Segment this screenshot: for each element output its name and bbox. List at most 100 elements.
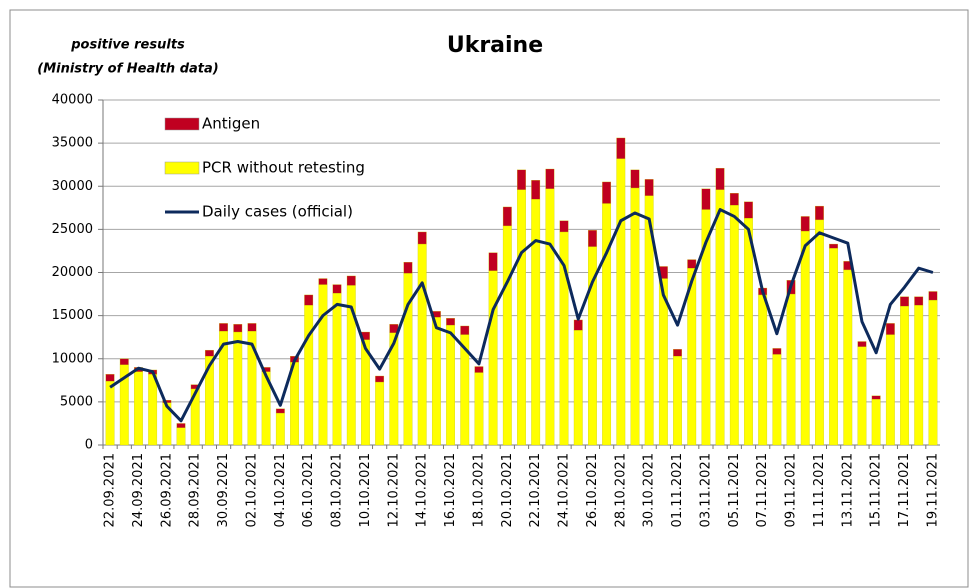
y-tick-label: 30000 (52, 179, 93, 194)
bar-segment (843, 269, 853, 446)
bar-segment (800, 230, 810, 446)
bar-segment (588, 230, 597, 247)
legend-swatch (164, 117, 200, 131)
bar-segment (885, 323, 895, 335)
y-tick-label: 35000 (52, 136, 93, 151)
bar-segment (871, 399, 881, 446)
bar-segment (318, 284, 328, 446)
bar-segment (176, 423, 186, 428)
bar-segment (772, 348, 782, 355)
x-tick-label: 14.10.2021 (415, 453, 430, 527)
x-tick-label: 30.09.2021 (216, 453, 231, 527)
bar-segment (531, 199, 541, 446)
x-tick-label: 24.09.2021 (131, 453, 146, 527)
bar-segment (701, 188, 711, 210)
bar-segment (304, 305, 314, 446)
bar-segment (715, 167, 725, 190)
y-tick-label: 0 (85, 438, 93, 453)
bar-segment (474, 372, 484, 446)
bar-segment (204, 349, 214, 357)
bar-segment (517, 189, 526, 446)
bar-segment (800, 216, 810, 232)
bar-segment (772, 354, 782, 446)
bar-segment (729, 192, 739, 206)
bar-segment (914, 305, 924, 446)
x-tick-label: 16.10.2021 (443, 453, 458, 527)
bar-segment (318, 278, 328, 285)
bar-segment (446, 318, 455, 326)
x-tick-label: 28.09.2021 (188, 453, 203, 527)
x-tick-label: 26.09.2021 (159, 453, 174, 527)
chart-title: Ukraine (447, 33, 543, 58)
legend-label: Daily cases (official) (202, 203, 353, 221)
bar-segment (502, 206, 512, 227)
x-tick-label: 07.11.2021 (755, 453, 770, 527)
x-tick-label: 22.09.2021 (103, 453, 118, 527)
bar-segment (375, 381, 385, 446)
x-tick-label: 19.11.2021 (925, 453, 940, 527)
bar-segment (573, 330, 583, 446)
bar-segment (502, 225, 512, 446)
x-tick-label: 04.10.2021 (273, 453, 288, 527)
bar-segment (871, 395, 881, 400)
bar-segment (815, 219, 824, 446)
bar-segment (119, 358, 129, 365)
bar-segment (304, 294, 314, 306)
bar-segment (900, 296, 909, 307)
bar-segment (644, 179, 654, 196)
bar-segment (758, 294, 768, 446)
y-tick-label: 10000 (52, 351, 93, 366)
bar-segment (673, 356, 682, 446)
x-tick-label: 26.10.2021 (585, 453, 600, 527)
x-tick-label: 01.11.2021 (670, 453, 685, 527)
bar-segment (375, 375, 385, 383)
x-tick-label: 18.10.2021 (471, 453, 486, 527)
x-tick-label: 10.10.2021 (358, 453, 373, 527)
bar-segment (517, 169, 526, 190)
x-tick-label: 03.11.2021 (698, 453, 713, 527)
y-tick-label: 25000 (52, 222, 93, 237)
bar-segment (715, 189, 725, 446)
bar-segment (545, 168, 555, 189)
bar-segment (176, 427, 186, 446)
bar-segment (233, 324, 243, 333)
bar-segment (829, 248, 839, 446)
bar-segment (602, 181, 612, 204)
x-tick-label: 06.10.2021 (301, 453, 316, 527)
bar-segment (134, 371, 143, 446)
bar-segment (460, 325, 470, 335)
bar-segment (148, 374, 158, 446)
bar-segment (616, 158, 626, 446)
bar-segment (474, 366, 484, 373)
x-tick-label: 28.10.2021 (613, 453, 628, 527)
bar-segment (488, 270, 498, 446)
bar-segment (687, 259, 697, 269)
bar-segment (105, 381, 115, 446)
bar-segment (417, 243, 427, 446)
bar-segment (446, 324, 455, 446)
bar-segment (729, 205, 739, 446)
bar-segment (815, 205, 824, 221)
bar-segment (900, 305, 909, 446)
bar-segment (417, 231, 427, 245)
bar-segment (744, 218, 753, 446)
legend-swatch (164, 161, 200, 175)
bar-segment (105, 374, 115, 382)
y-tick-label: 15000 (52, 308, 93, 323)
x-tick-label: 13.11.2021 (840, 453, 855, 527)
x-tick-label: 15.11.2021 (869, 453, 884, 527)
bar-segment (403, 261, 413, 274)
x-tick-label: 17.11.2021 (897, 453, 912, 527)
x-tick-label: 30.10.2021 (642, 453, 657, 527)
bar-segment (573, 319, 583, 331)
bar-segment (914, 296, 924, 306)
bar-segment (673, 349, 682, 357)
bar-segment (857, 346, 867, 446)
bar-segment (885, 334, 895, 446)
bar-segment (559, 220, 569, 233)
bar-segment (275, 412, 285, 446)
bar-segment (332, 293, 342, 446)
x-tick-label: 20.10.2021 (500, 453, 515, 527)
y-tick-label: 5000 (60, 394, 93, 409)
y-axis-label: positive results (70, 38, 185, 53)
